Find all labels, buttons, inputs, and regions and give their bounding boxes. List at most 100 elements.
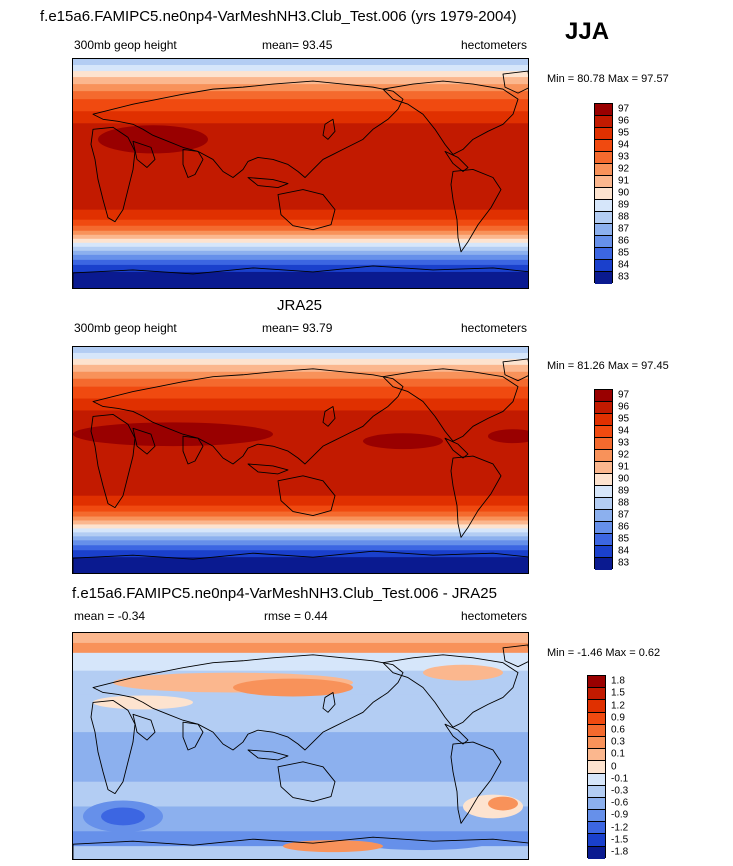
coastline xyxy=(247,177,289,189)
panel2-units: hectometers xyxy=(461,321,528,335)
panel2-map xyxy=(72,346,529,574)
coastline xyxy=(382,654,519,728)
contour-band xyxy=(73,347,528,354)
colorbar-swatch xyxy=(588,712,605,725)
contour-band xyxy=(73,352,528,360)
contour-band xyxy=(73,225,528,232)
colorbar-swatch xyxy=(595,474,612,486)
colorbar-tick-label: 96 xyxy=(618,115,630,127)
contour-band xyxy=(73,242,528,248)
coastline xyxy=(450,455,502,538)
contour-band xyxy=(73,84,528,92)
colorbar-tick-label: 85 xyxy=(618,247,630,259)
colorbar-tick-label: -0.9 xyxy=(611,809,629,821)
contour-band xyxy=(73,259,528,266)
panel3-colorbar xyxy=(587,675,606,859)
coastline xyxy=(73,836,528,859)
colorbar-tick-label: 84 xyxy=(618,545,630,557)
panel2-minmax: Min = 81.26 Max = 97.45 xyxy=(547,360,669,372)
coastline xyxy=(322,406,336,427)
coastline xyxy=(90,126,136,223)
colorbar-tick-label: 1.5 xyxy=(611,687,625,699)
coastline xyxy=(502,70,528,94)
contour-band xyxy=(73,234,528,240)
contour-band xyxy=(73,358,528,366)
contour-cell xyxy=(353,832,493,851)
colorbar-swatch xyxy=(595,402,612,414)
coastline xyxy=(322,118,336,140)
contour-band xyxy=(73,271,528,288)
colorbar-swatch xyxy=(595,272,612,284)
contour-band xyxy=(73,633,528,644)
panel2-field-label: 300mb geop height xyxy=(74,321,177,335)
contour-band xyxy=(73,77,528,85)
colorbar-swatch xyxy=(595,390,612,402)
colorbar-swatch xyxy=(595,522,612,534)
contour-band xyxy=(73,642,528,654)
colorbar-tick-label: -1.5 xyxy=(611,834,629,846)
colorbar-swatch xyxy=(588,797,605,811)
colorbar-tick-label: 93 xyxy=(618,437,630,449)
contour-band xyxy=(73,209,528,221)
colorbar-swatch xyxy=(595,200,612,212)
contour-band xyxy=(73,65,528,72)
contour-band xyxy=(73,99,528,112)
colorbar-swatch xyxy=(595,462,612,474)
contour-band xyxy=(73,732,528,783)
contour-band xyxy=(73,371,528,380)
colorbar-tick-label: 96 xyxy=(618,401,630,413)
colorbar-tick-label: 0.6 xyxy=(611,724,625,736)
contour-band xyxy=(73,781,528,807)
coastline xyxy=(90,413,136,509)
coastline xyxy=(247,749,289,761)
contour-band xyxy=(73,386,528,400)
contour-band xyxy=(73,516,528,521)
colorbar-tick-label: 93 xyxy=(618,151,630,163)
colorbar-tick-label: 91 xyxy=(618,461,630,473)
colorbar-tick-label: -0.1 xyxy=(611,773,629,785)
colorbar-swatch xyxy=(588,749,605,762)
colorbar-tick-label: 86 xyxy=(618,521,630,533)
contour-band xyxy=(73,524,528,529)
contour-band xyxy=(73,364,528,373)
panel3-rmse: rmse = 0.44 xyxy=(264,609,328,623)
colorbar-swatch xyxy=(595,546,612,558)
coastline xyxy=(322,692,336,713)
colorbar-tick-label: 87 xyxy=(618,509,630,521)
colorbar-swatch xyxy=(588,785,605,798)
colorbar-tick-label: 94 xyxy=(618,425,630,437)
colorbar-swatch xyxy=(588,773,605,786)
colorbar-swatch xyxy=(595,438,612,450)
coastline xyxy=(277,761,336,802)
contour-band xyxy=(73,550,528,558)
coastline xyxy=(92,80,404,178)
coastline xyxy=(92,368,404,465)
contour-band xyxy=(73,264,528,273)
contour-band xyxy=(73,495,528,507)
panel1-colorbar xyxy=(594,103,613,284)
panel1-map xyxy=(72,58,529,289)
contour-band xyxy=(73,71,528,78)
coastline xyxy=(277,475,336,516)
colorbar-tick-label: -0.3 xyxy=(611,785,629,797)
colorbar-swatch xyxy=(595,260,612,272)
colorbar-tick-label: 92 xyxy=(618,163,630,175)
contour-cell xyxy=(488,796,518,811)
contour-cell xyxy=(233,678,353,697)
contour-band xyxy=(73,505,528,513)
colorbar-swatch xyxy=(595,236,612,248)
colorbar-swatch xyxy=(588,834,605,847)
coastline xyxy=(182,148,204,178)
colorbar-swatch xyxy=(595,164,612,176)
colorbar-tick-label: 88 xyxy=(618,497,630,509)
contour-band xyxy=(73,398,528,411)
coastline xyxy=(502,644,528,668)
colorbar-swatch xyxy=(588,736,605,750)
colorbar-tick-label: 83 xyxy=(618,271,630,283)
colorbar-tick-label: 94 xyxy=(618,139,630,151)
colorbar-tick-label: 0 xyxy=(611,761,617,772)
contour-cell xyxy=(363,433,443,450)
coastline xyxy=(444,437,469,459)
coastline xyxy=(132,427,156,455)
colorbar-swatch xyxy=(588,688,605,701)
